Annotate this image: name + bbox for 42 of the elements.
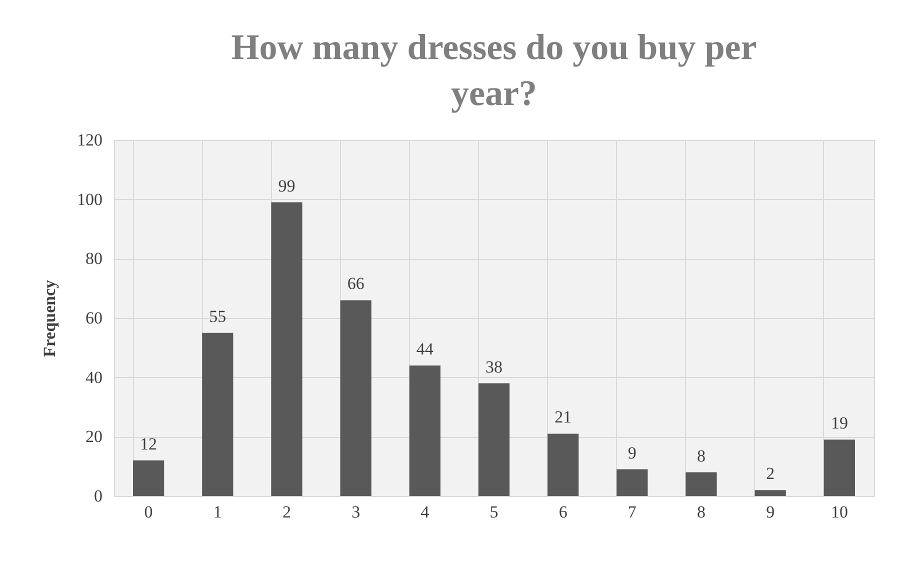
bar [616, 469, 648, 496]
y-tick-label: 120 [77, 130, 102, 150]
data-label: 19 [830, 414, 848, 433]
bar [133, 460, 164, 496]
data-label: 99 [278, 176, 296, 196]
bar [271, 202, 302, 496]
y-tick-label: 100 [77, 190, 102, 209]
bar [754, 490, 786, 496]
data-label: 9 [628, 443, 636, 462]
data-label: 44 [416, 339, 434, 358]
y-tick-label: 60 [86, 308, 102, 328]
x-tick-label: 2 [282, 502, 291, 522]
data-label: 8 [697, 446, 706, 466]
x-tick-label: 1 [213, 502, 222, 522]
data-label: 55 [209, 306, 226, 326]
data-label: 21 [554, 408, 572, 427]
y-tick-label: 40 [86, 368, 102, 387]
bar [686, 472, 717, 496]
x-tick-label: 4 [420, 502, 430, 522]
y-tick-label: 80 [86, 249, 102, 268]
bar [409, 365, 440, 496]
bar [824, 440, 855, 496]
bar [202, 332, 234, 496]
y-axis-title: Frequency [40, 279, 59, 358]
x-tick-label: 10 [830, 502, 848, 522]
data-label: 12 [140, 434, 158, 454]
x-tick-label: 5 [490, 502, 498, 522]
x-tick-label: 6 [558, 502, 568, 522]
x-tick-label: 9 [766, 502, 775, 522]
y-tick-label: 20 [86, 427, 102, 446]
bar [478, 383, 510, 496]
chart-title: How many dresses do you buy per year? [231, 27, 757, 113]
bar [340, 300, 372, 496]
x-tick-label: 0 [144, 502, 153, 522]
x-tick-label: 3 [352, 502, 360, 522]
x-tick-label: 7 [628, 502, 637, 522]
data-label: 66 [347, 274, 364, 294]
data-label: 38 [486, 357, 502, 376]
y-tick-label: 0 [94, 486, 102, 506]
data-label: 2 [766, 464, 775, 484]
bar [548, 434, 579, 496]
x-tick-label: 8 [697, 502, 706, 522]
